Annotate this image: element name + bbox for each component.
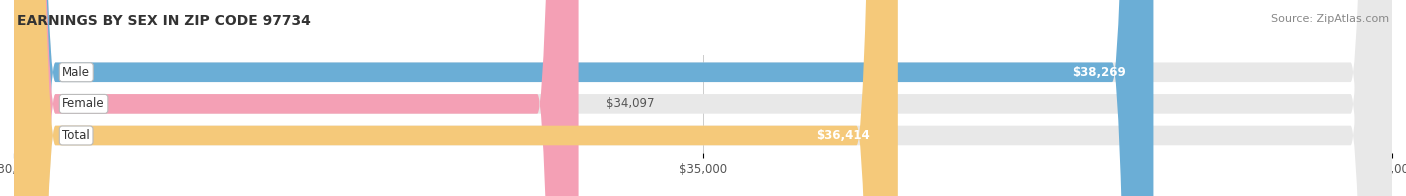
FancyBboxPatch shape: [14, 0, 1153, 196]
Text: Total: Total: [62, 129, 90, 142]
Text: $38,269: $38,269: [1073, 66, 1126, 79]
Text: Source: ZipAtlas.com: Source: ZipAtlas.com: [1271, 14, 1389, 24]
FancyBboxPatch shape: [14, 0, 1392, 196]
Text: Female: Female: [62, 97, 105, 110]
FancyBboxPatch shape: [14, 0, 898, 196]
FancyBboxPatch shape: [14, 0, 1392, 196]
Text: EARNINGS BY SEX IN ZIP CODE 97734: EARNINGS BY SEX IN ZIP CODE 97734: [17, 14, 311, 28]
Text: $36,414: $36,414: [817, 129, 870, 142]
Text: Male: Male: [62, 66, 90, 79]
FancyBboxPatch shape: [14, 0, 1392, 196]
FancyBboxPatch shape: [14, 0, 579, 196]
Text: $34,097: $34,097: [606, 97, 655, 110]
